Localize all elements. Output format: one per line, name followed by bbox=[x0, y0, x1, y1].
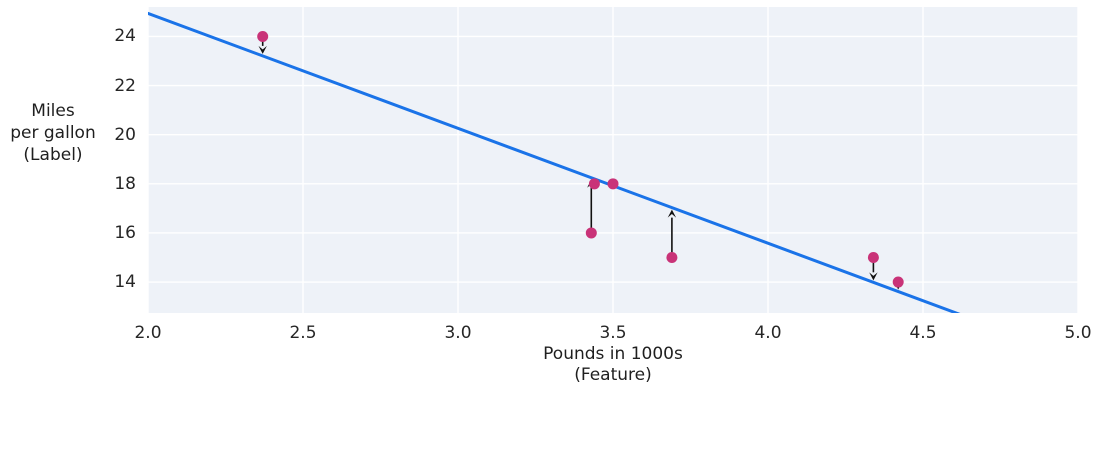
x-tick-label: 4.5 bbox=[909, 323, 937, 343]
y-axis-title: Miles per gallon (Label) bbox=[0, 100, 106, 166]
data-point bbox=[892, 276, 904, 288]
y-tick-label: 22 bbox=[114, 75, 136, 96]
y-axis-title-line: (Label) bbox=[23, 145, 83, 165]
x-axis-title: Pounds in 1000s (Feature) bbox=[148, 344, 1078, 386]
plot-area bbox=[148, 7, 1078, 313]
legend: Loss lines Model bbox=[0, 400, 1099, 472]
x-axis-title-line: Pounds in 1000s bbox=[543, 344, 683, 364]
y-tick-label: 18 bbox=[114, 173, 136, 194]
y-axis-title-line: Miles bbox=[31, 101, 75, 121]
data-point bbox=[607, 178, 619, 190]
y-tick-label: 24 bbox=[114, 26, 136, 47]
data-point bbox=[588, 178, 600, 190]
loss-arrow-head bbox=[869, 272, 878, 281]
x-tick-label: 5.0 bbox=[1064, 323, 1092, 343]
data-point bbox=[666, 251, 678, 263]
data-point bbox=[585, 227, 597, 239]
x-axis-ticks: 2.0 2.5 3.0 3.5 4.0 4.5 5.0 bbox=[134, 323, 1091, 346]
x-tick-label: 3.0 bbox=[444, 323, 472, 343]
x-axis-title-line: (Feature) bbox=[574, 365, 652, 385]
y-tick-label: 20 bbox=[114, 124, 136, 145]
data-point bbox=[867, 251, 879, 263]
x-tick-label: 2.0 bbox=[134, 323, 162, 343]
loss-arrow-head bbox=[667, 209, 677, 218]
y-axis-title-line: per gallon bbox=[10, 123, 96, 143]
x-tick-label: 4.0 bbox=[754, 323, 782, 343]
y-axis-ticks: 14 16 18 20 22 24 bbox=[94, 7, 136, 313]
data-point bbox=[257, 30, 269, 42]
x-tick-label: 2.5 bbox=[289, 323, 317, 343]
loss-arrow-head bbox=[258, 45, 267, 54]
x-tick-label: 3.5 bbox=[599, 323, 627, 343]
y-tick-label: 14 bbox=[114, 272, 136, 293]
y-tick-label: 16 bbox=[114, 222, 136, 243]
